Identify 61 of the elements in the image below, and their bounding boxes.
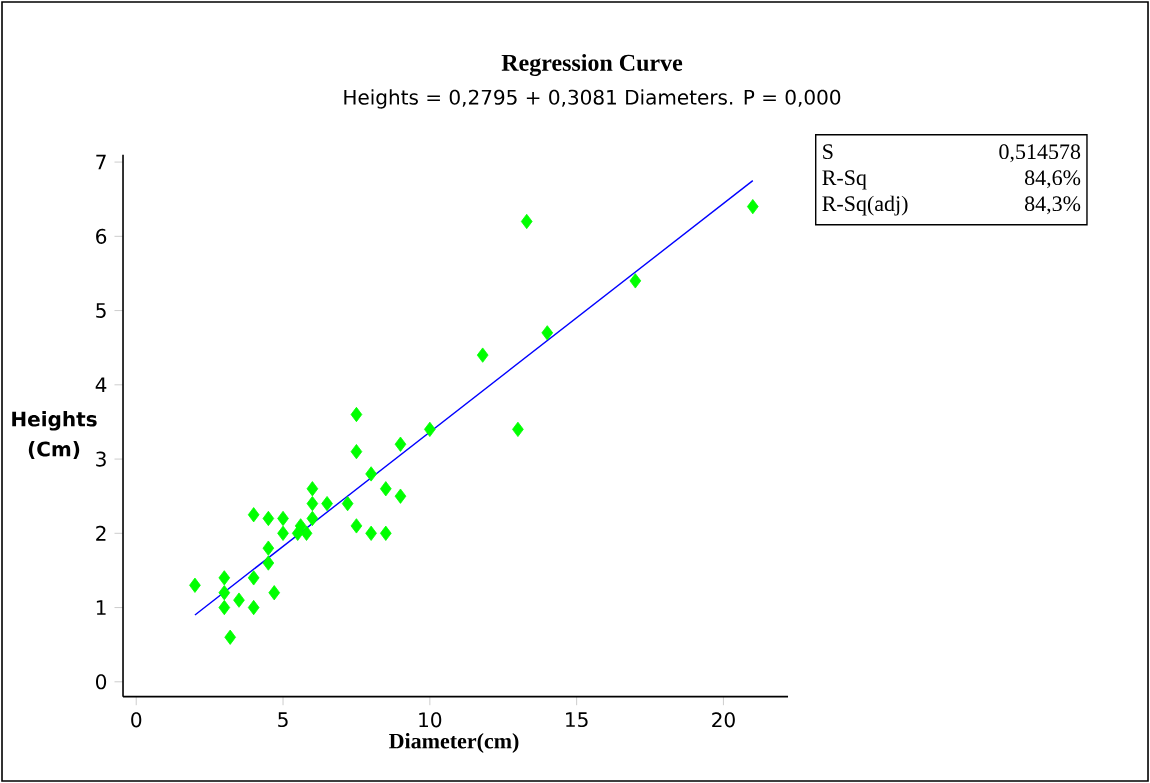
y-tick-label: 7 — [96, 154, 106, 170]
x-axis-title: Diameter(cm) — [389, 733, 519, 753]
point — [746, 199, 759, 215]
point — [262, 540, 275, 556]
y-tick-label: 3 — [96, 451, 106, 467]
y-tick-label: 2 — [96, 525, 106, 541]
point — [247, 507, 260, 523]
point — [277, 510, 289, 527]
point — [294, 518, 307, 534]
text: 0,514578 — [999, 144, 1081, 163]
point — [306, 496, 319, 512]
text: R-Sq — [822, 170, 867, 190]
point — [321, 496, 333, 512]
point — [262, 555, 275, 571]
point — [268, 585, 281, 601]
y-tick-label: 4 — [95, 377, 107, 393]
point — [189, 577, 201, 593]
point — [247, 570, 260, 586]
point — [629, 273, 642, 289]
point — [262, 510, 275, 527]
point — [218, 570, 231, 586]
text: 84,3% — [1024, 196, 1081, 215]
x-tick-label: 5 — [278, 712, 288, 728]
x-tick-label: 0 — [131, 712, 142, 728]
point — [379, 525, 392, 541]
point — [520, 213, 533, 230]
point — [379, 481, 392, 497]
chart-title: Regression Curve — [501, 54, 683, 76]
y-tick-label: 5 — [96, 303, 106, 318]
point — [306, 510, 319, 527]
point — [541, 325, 554, 341]
point — [350, 518, 363, 534]
point — [247, 599, 260, 616]
x-tick-label: 15 — [566, 712, 588, 728]
point — [394, 436, 407, 452]
point — [277, 525, 289, 541]
point — [350, 444, 363, 460]
y-tick-label: 1 — [96, 600, 106, 615]
point — [424, 421, 436, 437]
point — [365, 466, 377, 482]
point — [233, 592, 245, 608]
text: R-Sq(adj) — [822, 195, 908, 216]
point — [350, 406, 363, 423]
point — [300, 525, 313, 541]
x-tick-label: 20 — [712, 712, 735, 728]
point — [476, 347, 489, 363]
text: S — [823, 144, 833, 160]
point — [218, 599, 231, 616]
point — [224, 629, 236, 645]
point — [218, 585, 231, 601]
point — [394, 488, 407, 504]
point — [341, 496, 354, 512]
y-axis-title: Heights (Cm) — [12, 411, 97, 459]
point — [512, 421, 524, 437]
y-tick-label: 6 — [96, 228, 107, 244]
point — [306, 481, 319, 497]
y-tick-label: 0 — [96, 674, 107, 690]
x-tick-label: 10 — [419, 712, 442, 728]
text: 84,6% — [1024, 170, 1081, 189]
point — [365, 525, 377, 541]
chart-subtitle: Heights = 0,2795 + 0,3081 Diameters. P = 0,000 — [344, 89, 841, 109]
